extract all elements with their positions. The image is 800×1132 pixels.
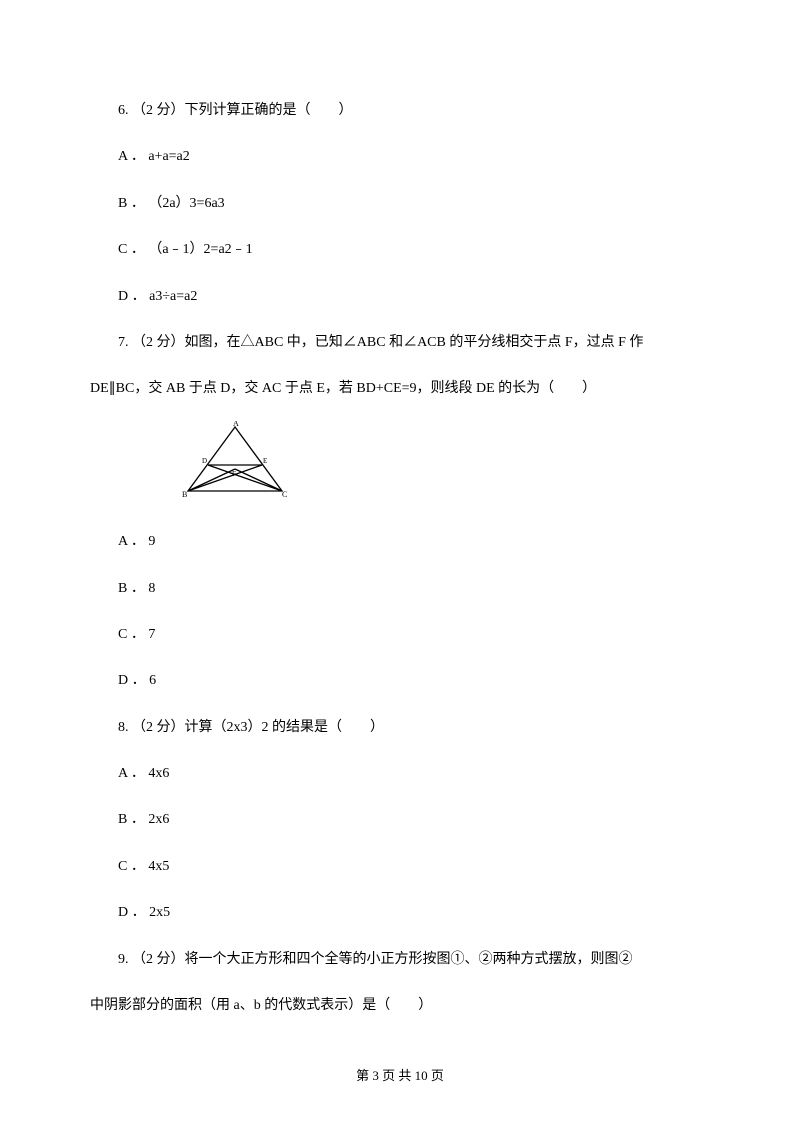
q8-option-d: D ． 2x5 [90,902,710,924]
q9-stem-line1: 9. （2 分）将一个大正方形和四个全等的小正方形按图①、②两种方式摆放，则图② [90,949,710,971]
q7-option-a: A ． 9 [90,531,710,553]
q7-option-d: D ． 6 [90,670,710,692]
q7-stem-line1: 7. （2 分）如图，在△ABC 中，已知∠ABC 和∠ACB 的平分线相交于点… [90,332,710,354]
svg-text:B: B [182,490,187,499]
q7-stem-line2: DE∥BC，交 AB 于点 D，交 AC 于点 E，若 BD+CE=9，则线段 … [90,378,710,400]
svg-text:C: C [282,490,287,499]
page-footer: 第 3 页 共 10 页 [0,1065,800,1084]
q6-option-c: C ． （a﹣1）2=a2﹣1 [90,239,710,261]
svg-text:A: A [233,421,239,428]
q9-stem-line2: 中阴影部分的面积（用 a、b 的代数式表示）是（ ） [90,995,710,1017]
q6-option-b: B ． （2a）3=6a3 [90,193,710,215]
q6-stem: 6. （2 分）下列计算正确的是（ ） [90,100,710,122]
q8-option-a: A ． 4x6 [90,763,710,785]
q7-triangle-diagram: A B C D E F [180,421,710,507]
q6-option-d: D ． a3÷a=a2 [90,286,710,308]
page-content: 6. （2 分）下列计算正确的是（ ） A ． a+a=a2 B ． （2a）3… [0,0,800,1077]
q8-stem: 8. （2 分）计算（2x3）2 的结果是（ ） [90,717,710,739]
svg-text:F: F [232,470,236,478]
q8-option-c: C ． 4x5 [90,856,710,878]
q7-option-c: C ． 7 [90,624,710,646]
triangle-icon: A B C D E F [180,421,290,499]
svg-text:E: E [263,457,267,465]
q6-option-a: A ． a+a=a2 [90,146,710,168]
q8-option-b: B ． 2x6 [90,809,710,831]
q7-option-b: B ． 8 [90,578,710,600]
svg-text:D: D [202,457,207,465]
